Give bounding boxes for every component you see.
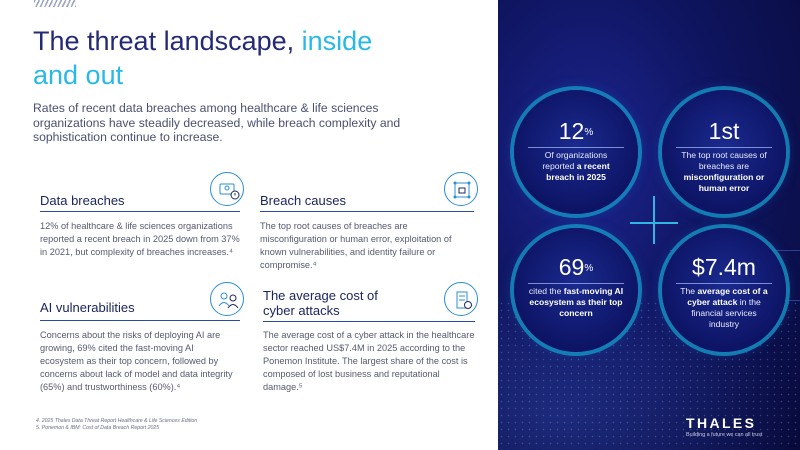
person-alert-icon [210, 172, 244, 206]
stat-divider [528, 147, 624, 148]
stat-root-causes: 1st The top root causes of breaches are … [662, 90, 786, 214]
title-main: The threat landscape, [33, 26, 302, 56]
stat-desc: The top root causes of breaches are [681, 150, 767, 171]
card-heading: Data breaches [40, 193, 125, 208]
card-ai-vulnerabilities: AI vulnerabilities Concerns about the ri… [40, 300, 240, 400]
card-divider [263, 321, 475, 322]
card-heading: AI vulnerabilities [40, 300, 135, 315]
footnotes: 4. 2025 Thales Data Threat Report Health… [36, 418, 197, 432]
card-breach-causes: Breach causes The top root causes of bre… [260, 193, 474, 273]
stat-average-cost: $7.4m The average cost of a cyber attack… [662, 228, 786, 352]
people-shield-icon [210, 282, 244, 316]
plus-icon-vertical [653, 196, 655, 244]
stat-divider [676, 147, 772, 148]
stat-desc-bold: a recent breach in 2025 [546, 161, 610, 182]
page-title: The threat landscape, inside and out [33, 24, 433, 92]
card-divider [40, 211, 240, 212]
footnote-5: 5. Ponemon & IBM: Cost of Data Breach Re… [36, 425, 160, 431]
stat-desc-bold: average cost of a cyber attack [687, 286, 768, 307]
card-body: The average cost of a cyber attack in th… [263, 330, 475, 392]
stat-recent-breach: 12% Of organizations reported a recent b… [514, 90, 638, 214]
stat-divider [528, 283, 624, 284]
card-heading: The average cost of cyber attacks [263, 288, 378, 318]
stat-value: $7.4m [692, 254, 756, 280]
stat-divider [676, 283, 772, 284]
title-accent: inside [301, 26, 373, 56]
stat-desc: cited the [528, 286, 564, 296]
stat-desc-bold: fast-moving AI ecosystem as their top co… [529, 286, 624, 318]
decorative-stripes [34, 0, 76, 7]
card-body: 12% of healthcare & life sciences organi… [40, 221, 240, 257]
stats-panel [498, 0, 800, 450]
network-lock-icon [444, 172, 478, 206]
intro-text: Rates of recent data breaches among heal… [33, 101, 401, 144]
stat-desc: Of organizations reported [542, 150, 608, 171]
stat-value: 1st [708, 118, 740, 144]
card-data-breaches: Data breaches 12% of healthcare & life s… [40, 193, 240, 273]
footnote-4: 4. 2025 Thales Data Threat Report Health… [36, 418, 198, 424]
stat-value: 69 [558, 254, 585, 280]
stat-suffix: % [584, 127, 594, 138]
title-line2: and out [33, 60, 124, 90]
stat-ai-ecosystem: 69% cited the fast-moving AI ecosystem a… [514, 228, 638, 352]
card-divider [260, 211, 474, 212]
card-body: Concerns about the risks of deploying AI… [40, 330, 233, 392]
stat-value: 12 [558, 118, 585, 144]
stat-desc-bold: misconfiguration or human error [683, 172, 765, 193]
card-average-cost: The average cost of cyber attacks The av… [263, 288, 475, 398]
building-cost-icon [444, 282, 478, 316]
card-heading: Breach causes [260, 193, 346, 208]
stat-desc: The [680, 286, 698, 296]
thales-logo: THALES [686, 415, 757, 431]
stat-suffix: % [584, 263, 594, 274]
card-divider [40, 320, 240, 321]
stat-desc-post: in the financial services industry [691, 297, 761, 329]
card-body: The top root causes of breaches are misc… [260, 221, 452, 270]
brand-tagline: Building a future we can all trust [686, 432, 763, 438]
